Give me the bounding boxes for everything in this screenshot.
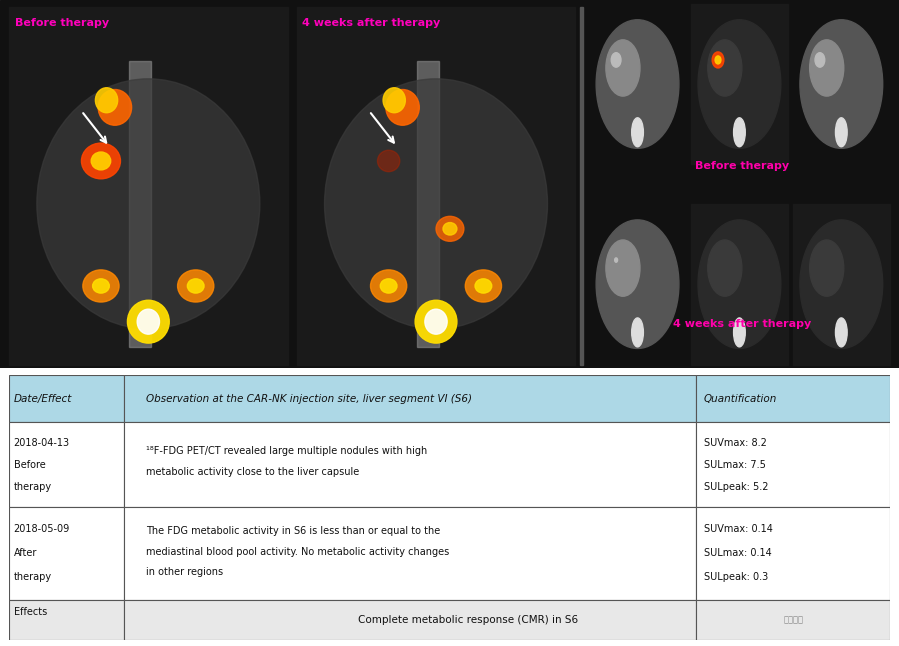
Ellipse shape bbox=[443, 223, 457, 235]
Ellipse shape bbox=[708, 240, 742, 297]
Ellipse shape bbox=[715, 56, 721, 64]
Ellipse shape bbox=[712, 52, 724, 68]
Ellipse shape bbox=[370, 270, 406, 302]
Ellipse shape bbox=[95, 88, 118, 113]
Text: Date/Effect: Date/Effect bbox=[13, 393, 72, 404]
FancyBboxPatch shape bbox=[9, 375, 123, 422]
Ellipse shape bbox=[708, 40, 742, 96]
Ellipse shape bbox=[810, 240, 844, 297]
FancyBboxPatch shape bbox=[123, 507, 696, 599]
Bar bbox=[793, 4, 890, 165]
Ellipse shape bbox=[138, 309, 159, 334]
Text: metabolic activity close to the liver capsule: metabolic activity close to the liver ca… bbox=[147, 467, 360, 477]
Ellipse shape bbox=[835, 318, 847, 347]
Ellipse shape bbox=[37, 79, 260, 329]
FancyBboxPatch shape bbox=[9, 507, 123, 599]
Ellipse shape bbox=[632, 118, 644, 147]
Text: Before therapy: Before therapy bbox=[695, 161, 788, 171]
Ellipse shape bbox=[425, 309, 447, 334]
Text: Quantification: Quantification bbox=[704, 393, 778, 404]
FancyBboxPatch shape bbox=[9, 422, 123, 507]
Ellipse shape bbox=[734, 118, 745, 147]
Text: Complete metabolic response (CMR) in S6: Complete metabolic response (CMR) in S6 bbox=[359, 615, 578, 625]
Bar bbox=[690, 4, 788, 165]
Ellipse shape bbox=[93, 279, 110, 293]
Ellipse shape bbox=[91, 152, 111, 170]
Ellipse shape bbox=[734, 318, 745, 347]
FancyBboxPatch shape bbox=[696, 599, 890, 640]
FancyBboxPatch shape bbox=[9, 599, 123, 640]
Ellipse shape bbox=[466, 270, 502, 302]
Bar bbox=[416, 61, 439, 347]
Ellipse shape bbox=[800, 220, 883, 348]
Text: SULpeak: 5.2: SULpeak: 5.2 bbox=[704, 482, 769, 492]
Text: 2018-05-09: 2018-05-09 bbox=[13, 524, 70, 534]
Text: Effects: Effects bbox=[13, 607, 47, 617]
Text: in other regions: in other regions bbox=[147, 567, 224, 578]
Ellipse shape bbox=[325, 79, 547, 329]
Text: SUVmax: 8.2: SUVmax: 8.2 bbox=[704, 437, 767, 448]
Ellipse shape bbox=[596, 220, 679, 348]
Ellipse shape bbox=[378, 151, 400, 172]
Text: The FDG metabolic activity in S6 is less than or equal to the: The FDG metabolic activity in S6 is less… bbox=[147, 526, 441, 536]
Bar bbox=[690, 203, 788, 364]
Bar bbox=[9, 7, 288, 364]
Text: mediastinal blood pool activity. No metabolic activity changes: mediastinal blood pool activity. No meta… bbox=[147, 547, 450, 557]
Text: 无癌家园: 无癌家园 bbox=[783, 615, 803, 624]
Bar bbox=[793, 203, 890, 364]
Bar bbox=[297, 7, 575, 364]
Bar bbox=[589, 203, 686, 364]
Text: ¹⁸F-FDG PET/CT revealed large multiple nodules with high: ¹⁸F-FDG PET/CT revealed large multiple n… bbox=[147, 446, 428, 456]
Text: 4 weeks after therapy: 4 weeks after therapy bbox=[672, 319, 811, 329]
Text: therapy: therapy bbox=[13, 482, 52, 492]
Ellipse shape bbox=[606, 240, 640, 297]
Ellipse shape bbox=[835, 118, 847, 147]
Bar bbox=[589, 4, 686, 165]
Ellipse shape bbox=[436, 216, 464, 242]
Text: Before therapy: Before therapy bbox=[14, 18, 109, 28]
Ellipse shape bbox=[810, 40, 844, 96]
Text: SULmax: 0.14: SULmax: 0.14 bbox=[704, 548, 771, 558]
Text: After: After bbox=[13, 548, 37, 558]
Ellipse shape bbox=[596, 20, 679, 149]
Ellipse shape bbox=[475, 279, 492, 293]
FancyBboxPatch shape bbox=[696, 375, 890, 422]
Ellipse shape bbox=[698, 20, 781, 149]
Ellipse shape bbox=[98, 90, 131, 125]
Text: Before: Before bbox=[13, 460, 45, 470]
Ellipse shape bbox=[187, 279, 204, 293]
Ellipse shape bbox=[83, 270, 119, 302]
FancyBboxPatch shape bbox=[696, 422, 890, 507]
Ellipse shape bbox=[611, 53, 621, 67]
Text: 4 weeks after therapy: 4 weeks after therapy bbox=[302, 18, 441, 28]
Ellipse shape bbox=[386, 90, 419, 125]
Text: Observation at the CAR-NK injection site, liver segment VI (S6): Observation at the CAR-NK injection site… bbox=[147, 393, 473, 404]
Ellipse shape bbox=[383, 88, 405, 113]
Ellipse shape bbox=[178, 270, 214, 302]
Ellipse shape bbox=[698, 220, 781, 348]
Ellipse shape bbox=[128, 300, 169, 343]
Ellipse shape bbox=[615, 258, 618, 262]
Text: 2018-04-13: 2018-04-13 bbox=[13, 437, 70, 448]
Text: SULpeak: 0.3: SULpeak: 0.3 bbox=[704, 572, 768, 582]
Bar bbox=[129, 61, 151, 347]
Ellipse shape bbox=[800, 20, 883, 149]
Text: SUVmax: 0.14: SUVmax: 0.14 bbox=[704, 524, 773, 534]
Ellipse shape bbox=[415, 300, 457, 343]
Ellipse shape bbox=[606, 40, 640, 96]
Ellipse shape bbox=[815, 53, 824, 67]
FancyBboxPatch shape bbox=[696, 507, 890, 599]
FancyBboxPatch shape bbox=[123, 375, 696, 422]
Bar bbox=[580, 7, 583, 364]
Ellipse shape bbox=[632, 318, 644, 347]
Text: therapy: therapy bbox=[13, 572, 52, 582]
Ellipse shape bbox=[82, 143, 120, 179]
Text: SULmax: 7.5: SULmax: 7.5 bbox=[704, 460, 766, 470]
FancyBboxPatch shape bbox=[123, 422, 696, 507]
Ellipse shape bbox=[380, 279, 397, 293]
FancyBboxPatch shape bbox=[123, 599, 696, 640]
